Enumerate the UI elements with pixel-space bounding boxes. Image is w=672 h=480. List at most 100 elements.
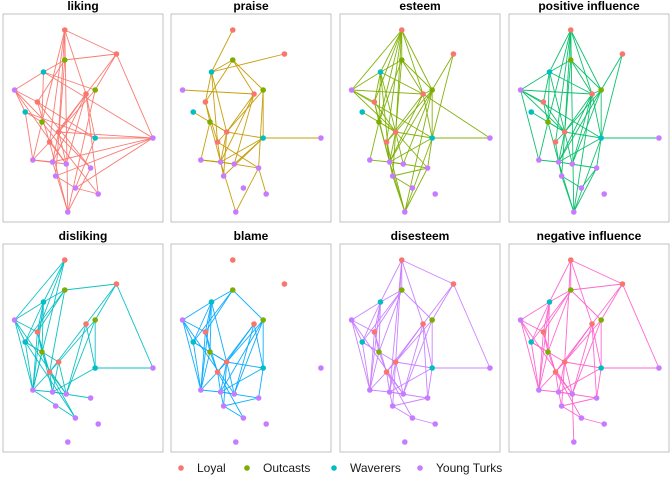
edge <box>49 29 66 143</box>
node <box>429 87 435 93</box>
node <box>87 395 94 401</box>
node <box>367 157 373 163</box>
node <box>61 57 68 63</box>
edge <box>573 167 597 213</box>
node <box>546 69 553 75</box>
node <box>207 119 213 125</box>
node <box>593 165 600 171</box>
node <box>65 209 71 215</box>
node <box>589 91 595 97</box>
node <box>367 387 373 393</box>
edge <box>392 405 413 419</box>
edge <box>64 53 117 61</box>
node <box>555 389 562 395</box>
edge <box>564 361 573 395</box>
edge <box>622 283 660 369</box>
panel-title: disesteem <box>391 229 450 243</box>
edge <box>561 131 566 177</box>
edge <box>558 131 566 163</box>
node <box>229 287 236 293</box>
legend-item-waverers: Waverers <box>331 461 401 475</box>
node <box>389 403 396 409</box>
edge <box>380 71 397 133</box>
edge <box>209 301 212 353</box>
edge <box>542 101 549 123</box>
legend-key <box>331 465 337 471</box>
node <box>55 129 62 135</box>
node <box>208 299 215 305</box>
edge <box>223 397 259 407</box>
panel-frame <box>339 243 501 453</box>
edge <box>564 259 572 363</box>
edge <box>32 389 53 393</box>
edge <box>389 361 397 393</box>
edge <box>520 319 544 333</box>
node <box>281 51 288 57</box>
edge <box>570 289 602 321</box>
node <box>263 421 270 427</box>
edge <box>380 289 402 303</box>
node <box>92 87 98 93</box>
edge <box>564 131 573 165</box>
edge <box>74 137 96 189</box>
nodes <box>179 27 324 215</box>
node <box>46 139 53 145</box>
node <box>231 391 238 397</box>
edge <box>192 289 234 343</box>
panel-title: positive influence <box>538 0 640 13</box>
edge <box>25 111 43 123</box>
edge <box>558 89 602 163</box>
edge <box>520 89 602 139</box>
edge <box>361 341 371 391</box>
edge <box>223 131 228 177</box>
edge <box>561 361 566 407</box>
edge <box>211 59 233 73</box>
node <box>432 421 439 427</box>
edge <box>75 137 154 189</box>
node <box>72 415 79 421</box>
edge <box>14 319 26 343</box>
node <box>376 119 382 125</box>
node <box>208 69 215 75</box>
edge <box>200 389 221 393</box>
edge <box>520 71 550 91</box>
edge <box>453 283 491 369</box>
edge <box>41 301 44 353</box>
edge <box>386 371 404 395</box>
node <box>46 369 53 375</box>
nodes <box>179 257 324 445</box>
edge <box>549 289 571 303</box>
edge <box>570 259 623 285</box>
nodes <box>348 257 493 445</box>
edge <box>431 283 454 321</box>
node <box>150 365 156 371</box>
edge <box>351 301 381 321</box>
node <box>233 439 239 445</box>
edge <box>14 71 44 91</box>
edge <box>389 161 428 169</box>
node <box>92 135 98 141</box>
edge <box>361 301 381 343</box>
edge <box>32 141 50 161</box>
edge <box>226 319 264 363</box>
edge <box>520 89 593 95</box>
node <box>40 299 47 305</box>
edge <box>200 351 211 391</box>
edge <box>378 351 387 373</box>
node <box>22 339 29 345</box>
node <box>220 403 227 409</box>
edge <box>547 29 572 123</box>
edge <box>431 53 454 91</box>
node <box>567 27 574 33</box>
node <box>432 191 439 197</box>
edge <box>530 289 572 343</box>
edge <box>361 289 403 343</box>
edge <box>395 259 403 363</box>
legend-item-loyal: Loyal <box>178 461 226 475</box>
node <box>517 317 524 323</box>
edge <box>374 289 403 333</box>
edge <box>392 175 413 189</box>
edge <box>14 319 38 333</box>
edge <box>369 351 380 391</box>
edge <box>24 289 66 343</box>
